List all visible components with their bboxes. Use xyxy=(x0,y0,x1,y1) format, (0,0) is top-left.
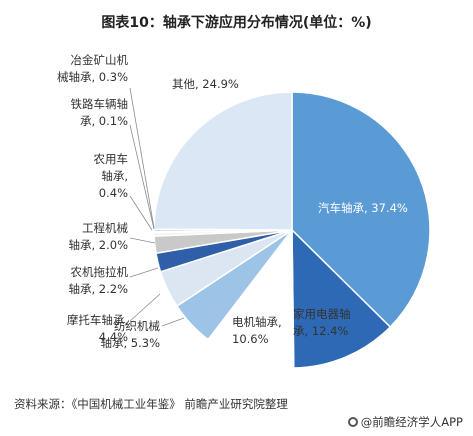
pie-slice xyxy=(153,91,293,231)
pie-slice xyxy=(291,228,392,369)
slice-data-label: 电机轴承, 10.6% xyxy=(232,315,282,346)
brand-text: @前瞻经济学人APP xyxy=(360,415,463,429)
leader-line xyxy=(129,87,155,229)
slice-data-label: 纺织机械轴承, 5.3% xyxy=(100,319,160,350)
brand-footer: @前瞻经济学人APP xyxy=(347,414,463,430)
chart-title: 图表10：轴承下游应用分布情况(单位：%) xyxy=(101,15,372,31)
source-note: 资料来源：《中国机械工业年鉴》 前瞻产业研究院整理 xyxy=(14,397,288,411)
pie-slice xyxy=(291,91,431,329)
slice-data-label: 铁路车辆轴承, 0.1% xyxy=(71,97,129,128)
leader-line xyxy=(129,195,153,231)
slice-data-label: 工程机械轴承, 2.0% xyxy=(68,221,128,252)
leader-line xyxy=(161,317,185,327)
slice-data-label: 其他, 24.9% xyxy=(172,77,239,91)
leader-line xyxy=(129,293,161,322)
slice-data-label: 冶金矿山机械轴承, 0.3% xyxy=(57,53,129,84)
brand-logo-icon xyxy=(347,417,358,427)
leader-line xyxy=(129,124,155,230)
pie-slice xyxy=(207,227,295,369)
slice-data-label: 摩托车轴承, 4.4% xyxy=(67,313,128,344)
slice-data-label: 汽车轴承, 37.4% xyxy=(318,201,408,215)
slice-data-label: 农机拖拉机轴承, 2.2% xyxy=(68,265,128,296)
leader-line xyxy=(129,267,159,278)
slice-data-label: 农用车轴承, 0.4% xyxy=(94,152,129,200)
leader-line xyxy=(129,237,156,244)
slice-data-label: 家用电器轴承, 12.4% xyxy=(293,307,351,338)
